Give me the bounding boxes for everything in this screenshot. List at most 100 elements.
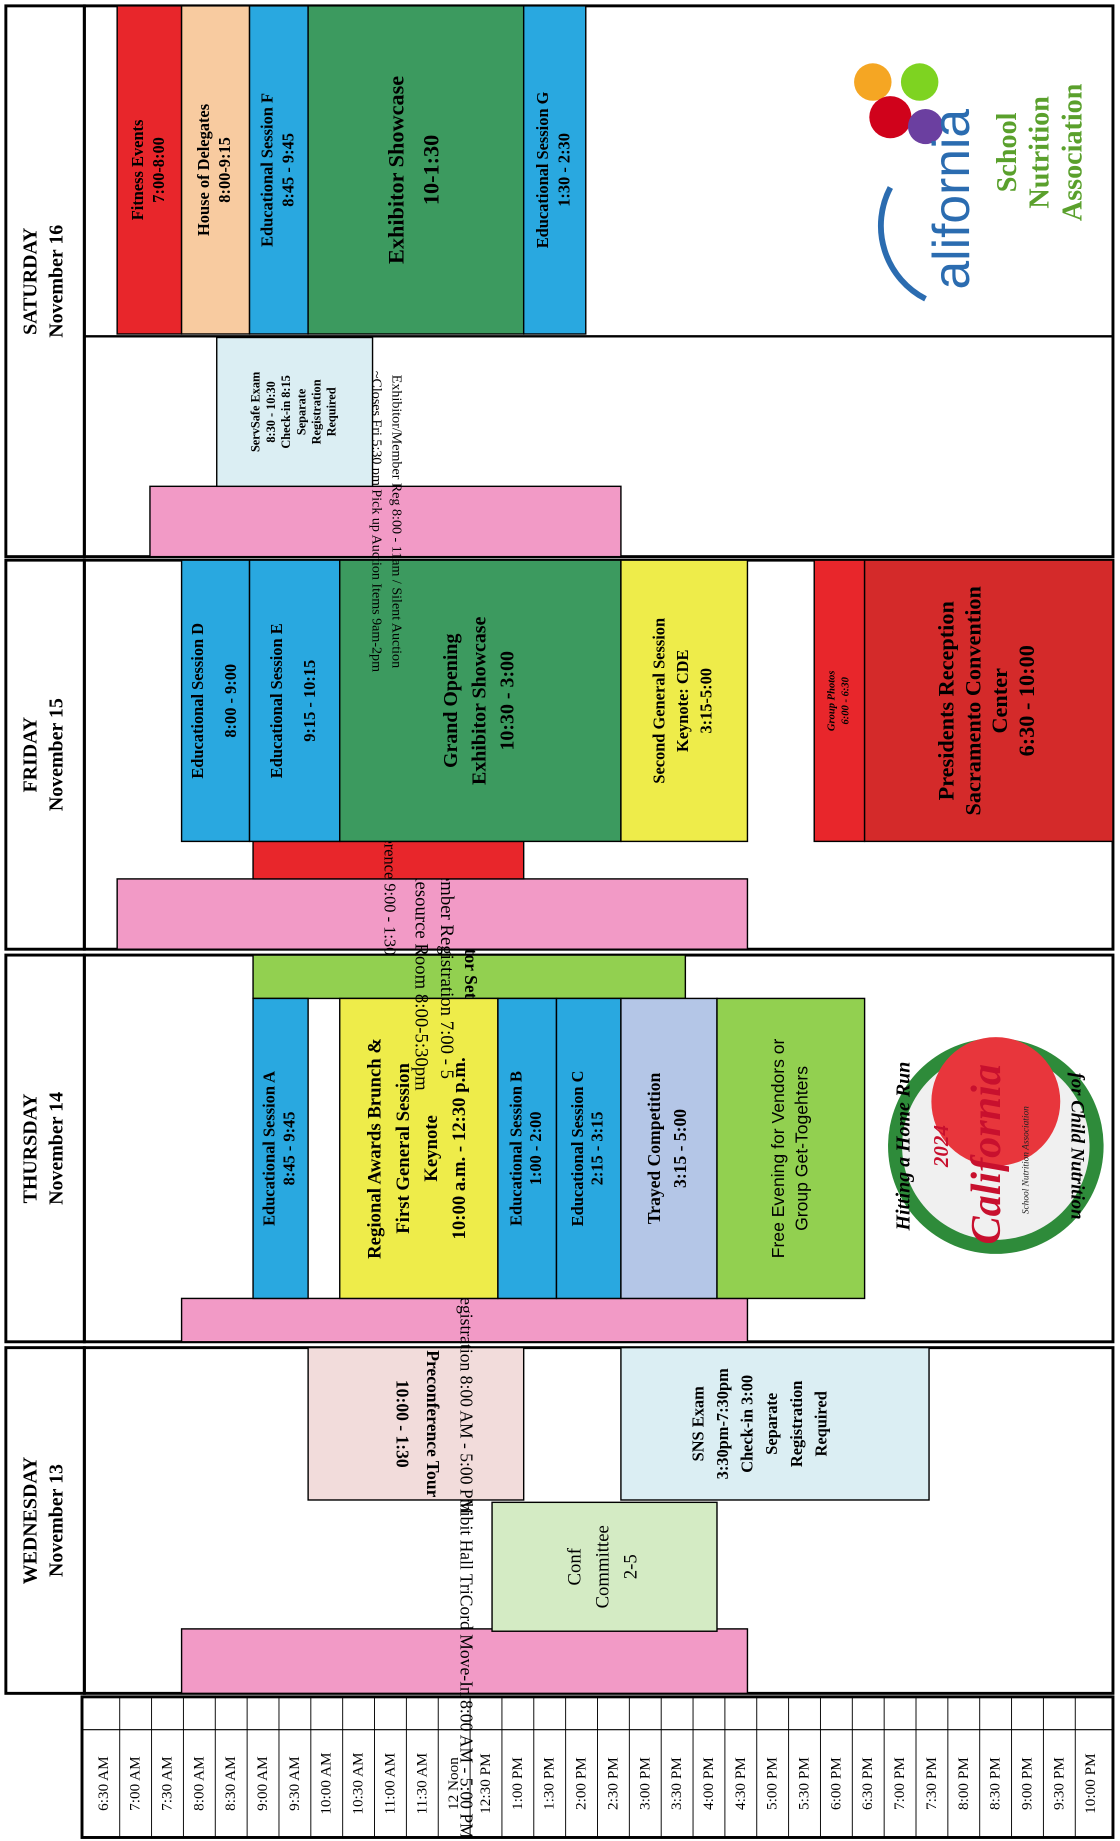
logo-text-line: alifornia [921,109,979,290]
time-label: 9:30 PM [1050,1757,1067,1810]
time-label-line: 8:30 PM [986,1757,1003,1810]
time-label: 10:30 AM [349,1752,366,1815]
event-text-line: Keynote [421,1115,442,1182]
fruit [869,96,912,139]
logo-text: Hitting a Home Run [892,1062,914,1232]
logo-text: SchoolNutritionAssociation [992,83,1089,221]
day-header-line: November 15 [45,698,67,811]
event-block [307,1346,525,1501]
event-text-line: Educational Session B [506,1071,525,1226]
event-text: Educational Session G 1:30 - 2:30 [533,91,573,248]
event-text-line: Committee [593,1525,614,1608]
event-text-line: Separate [294,388,308,435]
event-text-line: 7:00-8:00 [149,137,168,203]
time-label-line: 1:00 PM [508,1757,525,1810]
event-text-line: 6:00 - 6:30 [841,676,852,724]
event-block [620,997,718,1300]
event-text-line: 8:00 - 9:00 [221,664,240,738]
day-header: WEDNESDAY November 13 [19,1457,67,1585]
event-text: Educational Session C2:15 - 3:15 [568,1071,607,1227]
time-label-line: 8:30 AM [222,1756,239,1811]
event-text: Educational Session D 8:00 - 9:00 [188,623,240,779]
event-text-line: Exhibitor Showcase [383,76,408,264]
event-text-line: 10:30 - 3:00 [496,651,518,751]
event-text-line: Conf [565,1547,586,1585]
logo-text-line: Nutrition [1025,96,1056,209]
event-text-line: Trayed Competition [644,1072,664,1224]
day-header-line: WEDNESDAY [19,1457,41,1585]
time-label: 6:00 PM [827,1757,844,1810]
event-text-line: 8:45 - 9:45 [278,133,297,207]
day-header: SATURDAY November 16 [19,225,67,338]
time-label-line: 11:30 AM [413,1752,430,1814]
event-block [252,840,525,880]
time-label-line: 4:30 PM [731,1757,748,1810]
day-header-line: SATURDAY [19,228,41,335]
logo-text-line: School [992,112,1023,192]
event-block [307,5,525,335]
event-text-line: Grand Opening [440,634,462,768]
event-block [252,997,309,1300]
time-label-line: 1:30 PM [540,1757,557,1810]
time-label: 6:30 PM [859,1757,876,1810]
event-text: Fitness Events 7:00-8:00 [128,120,168,221]
event-block [620,1346,930,1501]
time-label: 2:30 PM [604,1757,621,1810]
event-text: SNS Exam 3:30pm-7:30pm Check-in 3:00 Separa… [688,1368,830,1479]
time-label: 2:00 PM [572,1757,589,1810]
time-label-line: 5:30 PM [795,1757,812,1810]
time-label-line: 9:30 AM [285,1756,302,1811]
day-header-line: THURSDAY [19,1093,41,1203]
event-text-line: Educational Session D [188,623,207,779]
time-label-line: 9:00 PM [1018,1757,1035,1810]
event-text: Grand Opening Exhibitor Showcase 10:30 - 3… [440,616,518,784]
time-label-line: 9:00 AM [254,1756,271,1811]
time-label-line: 6:30 PM [859,1757,876,1810]
event-block [248,559,341,843]
day-header: THURSDAY November 14 [19,1092,67,1205]
event-text-line: Keynote: CDE [673,649,692,752]
logo-text: School Nutrition Association [1021,1106,1031,1214]
event-text: Free Evening for Vendors or Group Get-Tog… [768,1038,811,1258]
time-label-line: 7:30 PM [922,1757,939,1810]
event-text-line: Educational Session E [267,623,286,778]
time-label: 1:30 PM [540,1757,557,1810]
time-label: 7:30 AM [158,1756,175,1811]
event-text-line: 2-5 [621,1554,642,1579]
event-text-line: Exhibit Hall TriCord Move-In 8:00 AM - 5… [456,1484,476,1840]
event-text-line: Educational Session G [533,91,552,248]
logo-text: alifornia [921,109,979,290]
event-text-line: Exhibitor Showcase [468,616,490,784]
event-text: Group Photos 6:00 - 6:30 [827,670,852,731]
event-text-line: Registration [309,379,323,444]
event-text-line: Educational Session C [568,1071,587,1227]
event-text-line: ServSafe Exam [248,371,262,452]
event-block [216,336,374,488]
day-header-line: November 13 [45,1464,67,1577]
event-text: Exhibitor Showcase 10-1:30 [383,76,443,264]
event-block [339,997,499,1300]
event-text-line: SNS Exam [688,1386,707,1461]
logo-arc [878,186,927,302]
event-text: Presidents Reception Sacramento Conventio… [933,585,1039,815]
time-label: 3:00 PM [636,1757,653,1810]
event-block [620,559,749,843]
event-text-line: 10:00 a.m. - 12:30 p.m. [449,1057,470,1239]
time-label: 8:00 PM [954,1757,971,1810]
event-text: Preconference Tour 10:00 - 1:30 [393,1350,443,1497]
logo-text-line: School Nutrition Association [1021,1106,1031,1214]
time-label-line: 9:30 PM [1050,1757,1067,1810]
event-block [180,1628,749,1695]
event-text-line: Check-in 3:00 [737,1375,756,1473]
event-block [180,1297,749,1343]
event-text-line: 9:15 - 10:15 [300,660,319,742]
time-label-line: 11:00 AM [381,1752,398,1814]
time-label-line: 10:00 AM [317,1752,334,1815]
event-text-line: 10:00 - 1:30 [393,1380,413,1468]
logo-text: 2024 [929,1125,953,1168]
logo-text-line: California [963,1064,1010,1244]
event-block [180,5,251,335]
event-block [497,997,558,1300]
event-block [339,559,622,843]
